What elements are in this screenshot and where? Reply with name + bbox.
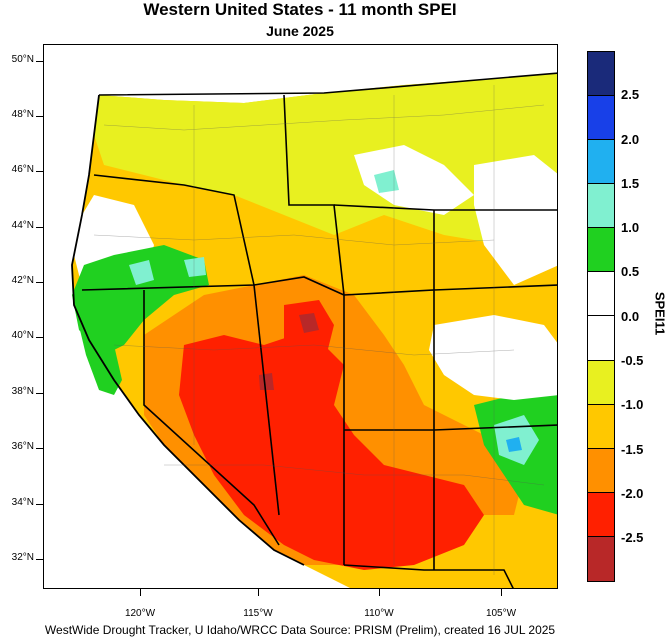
lat-tick <box>36 227 43 228</box>
lon-tick <box>258 589 259 596</box>
lon-label-120: 120°W <box>124 608 156 619</box>
lon-label-110: 110°W <box>364 608 394 619</box>
cb-label-2.0: 2.0 <box>621 132 640 147</box>
lat-tick <box>36 504 43 505</box>
colorbar-segment <box>588 140 614 185</box>
colorbar-segment <box>588 360 614 405</box>
lat-tick <box>36 448 43 449</box>
colorbar-segment <box>588 228 614 273</box>
dark-red-1 <box>299 313 319 333</box>
spei-map <box>71 72 557 588</box>
lat-label-32: 32°N <box>11 552 34 563</box>
colorbar-segment <box>588 404 614 449</box>
lon-tick <box>140 589 141 596</box>
cb-label-1.0: 1.0 <box>621 220 640 235</box>
cb-label-neg0.5: -0.5 <box>621 353 644 368</box>
lat-tick <box>36 559 43 560</box>
lat-tick <box>36 393 43 394</box>
lat-label-38: 38°N <box>11 386 34 397</box>
lon-label-115: 115°W <box>243 608 273 619</box>
cb-label-1.5: 1.5 <box>621 176 640 191</box>
lon-label-105: 105°W <box>485 608 517 619</box>
cb-label-neg1.5: -1.5 <box>621 442 644 457</box>
lat-label-46: 46°N <box>11 164 34 175</box>
cb-label-neg2.0: -2.0 <box>621 486 644 501</box>
mexico-white <box>164 515 303 588</box>
colorado-white <box>429 315 557 400</box>
lat-label-36: 36°N <box>11 441 34 452</box>
lat-tick <box>36 337 43 338</box>
mt-aqua <box>374 170 399 193</box>
lat-label-48: 48°N <box>11 109 34 120</box>
colorbar-segment <box>588 316 614 361</box>
utah-red <box>284 300 334 365</box>
colorbar-segment <box>588 536 614 581</box>
aqua-spot-1 <box>129 260 154 285</box>
map-area <box>43 44 558 589</box>
ne-white <box>474 155 557 285</box>
lat-label-50: 50°N <box>11 54 34 65</box>
cb-label-0.0: 0.0 <box>621 309 640 324</box>
dark-red-2 <box>259 373 274 390</box>
colorbar-segment <box>588 492 614 537</box>
colorbar-segment <box>588 272 614 317</box>
colorbar-segment <box>588 52 614 97</box>
lat-label-34: 34°N <box>11 497 34 508</box>
lat-label-40: 40°N <box>11 330 34 341</box>
lat-tick <box>36 61 43 62</box>
colorbar-segment <box>588 184 614 229</box>
lon-tick <box>501 589 502 596</box>
sw-red <box>179 335 484 570</box>
state-borders <box>81 72 557 588</box>
lon-tick <box>379 589 380 596</box>
cb-label-2.5: 2.5 <box>621 87 640 102</box>
map-title: Western United States - 11 month SPEI <box>143 0 457 19</box>
cb-label-0.5: 0.5 <box>621 264 640 279</box>
montana-white <box>354 145 474 215</box>
colorbar-title: SPEI11 <box>652 291 668 336</box>
nm-sky <box>506 437 522 452</box>
colorbar-segment <box>588 96 614 141</box>
lat-label-42: 42°N <box>11 275 34 286</box>
map-subtitle: June 2025 <box>266 23 334 39</box>
colorbar-segment <box>588 448 614 493</box>
lat-tick <box>36 116 43 117</box>
lat-tick <box>36 171 43 172</box>
cb-label-neg2.5: -2.5 <box>621 530 644 545</box>
county-borders <box>93 85 545 575</box>
cb-label-neg1.0: -1.0 <box>621 397 644 412</box>
credit-line: WestWide Drought Tracker, U Idaho/WRCC D… <box>44 623 556 637</box>
colorbar <box>587 51 615 582</box>
coastline <box>71 94 305 566</box>
lat-label-44: 44°N <box>11 220 34 231</box>
lat-tick <box>36 282 43 283</box>
aqua-spot-2 <box>184 257 206 277</box>
